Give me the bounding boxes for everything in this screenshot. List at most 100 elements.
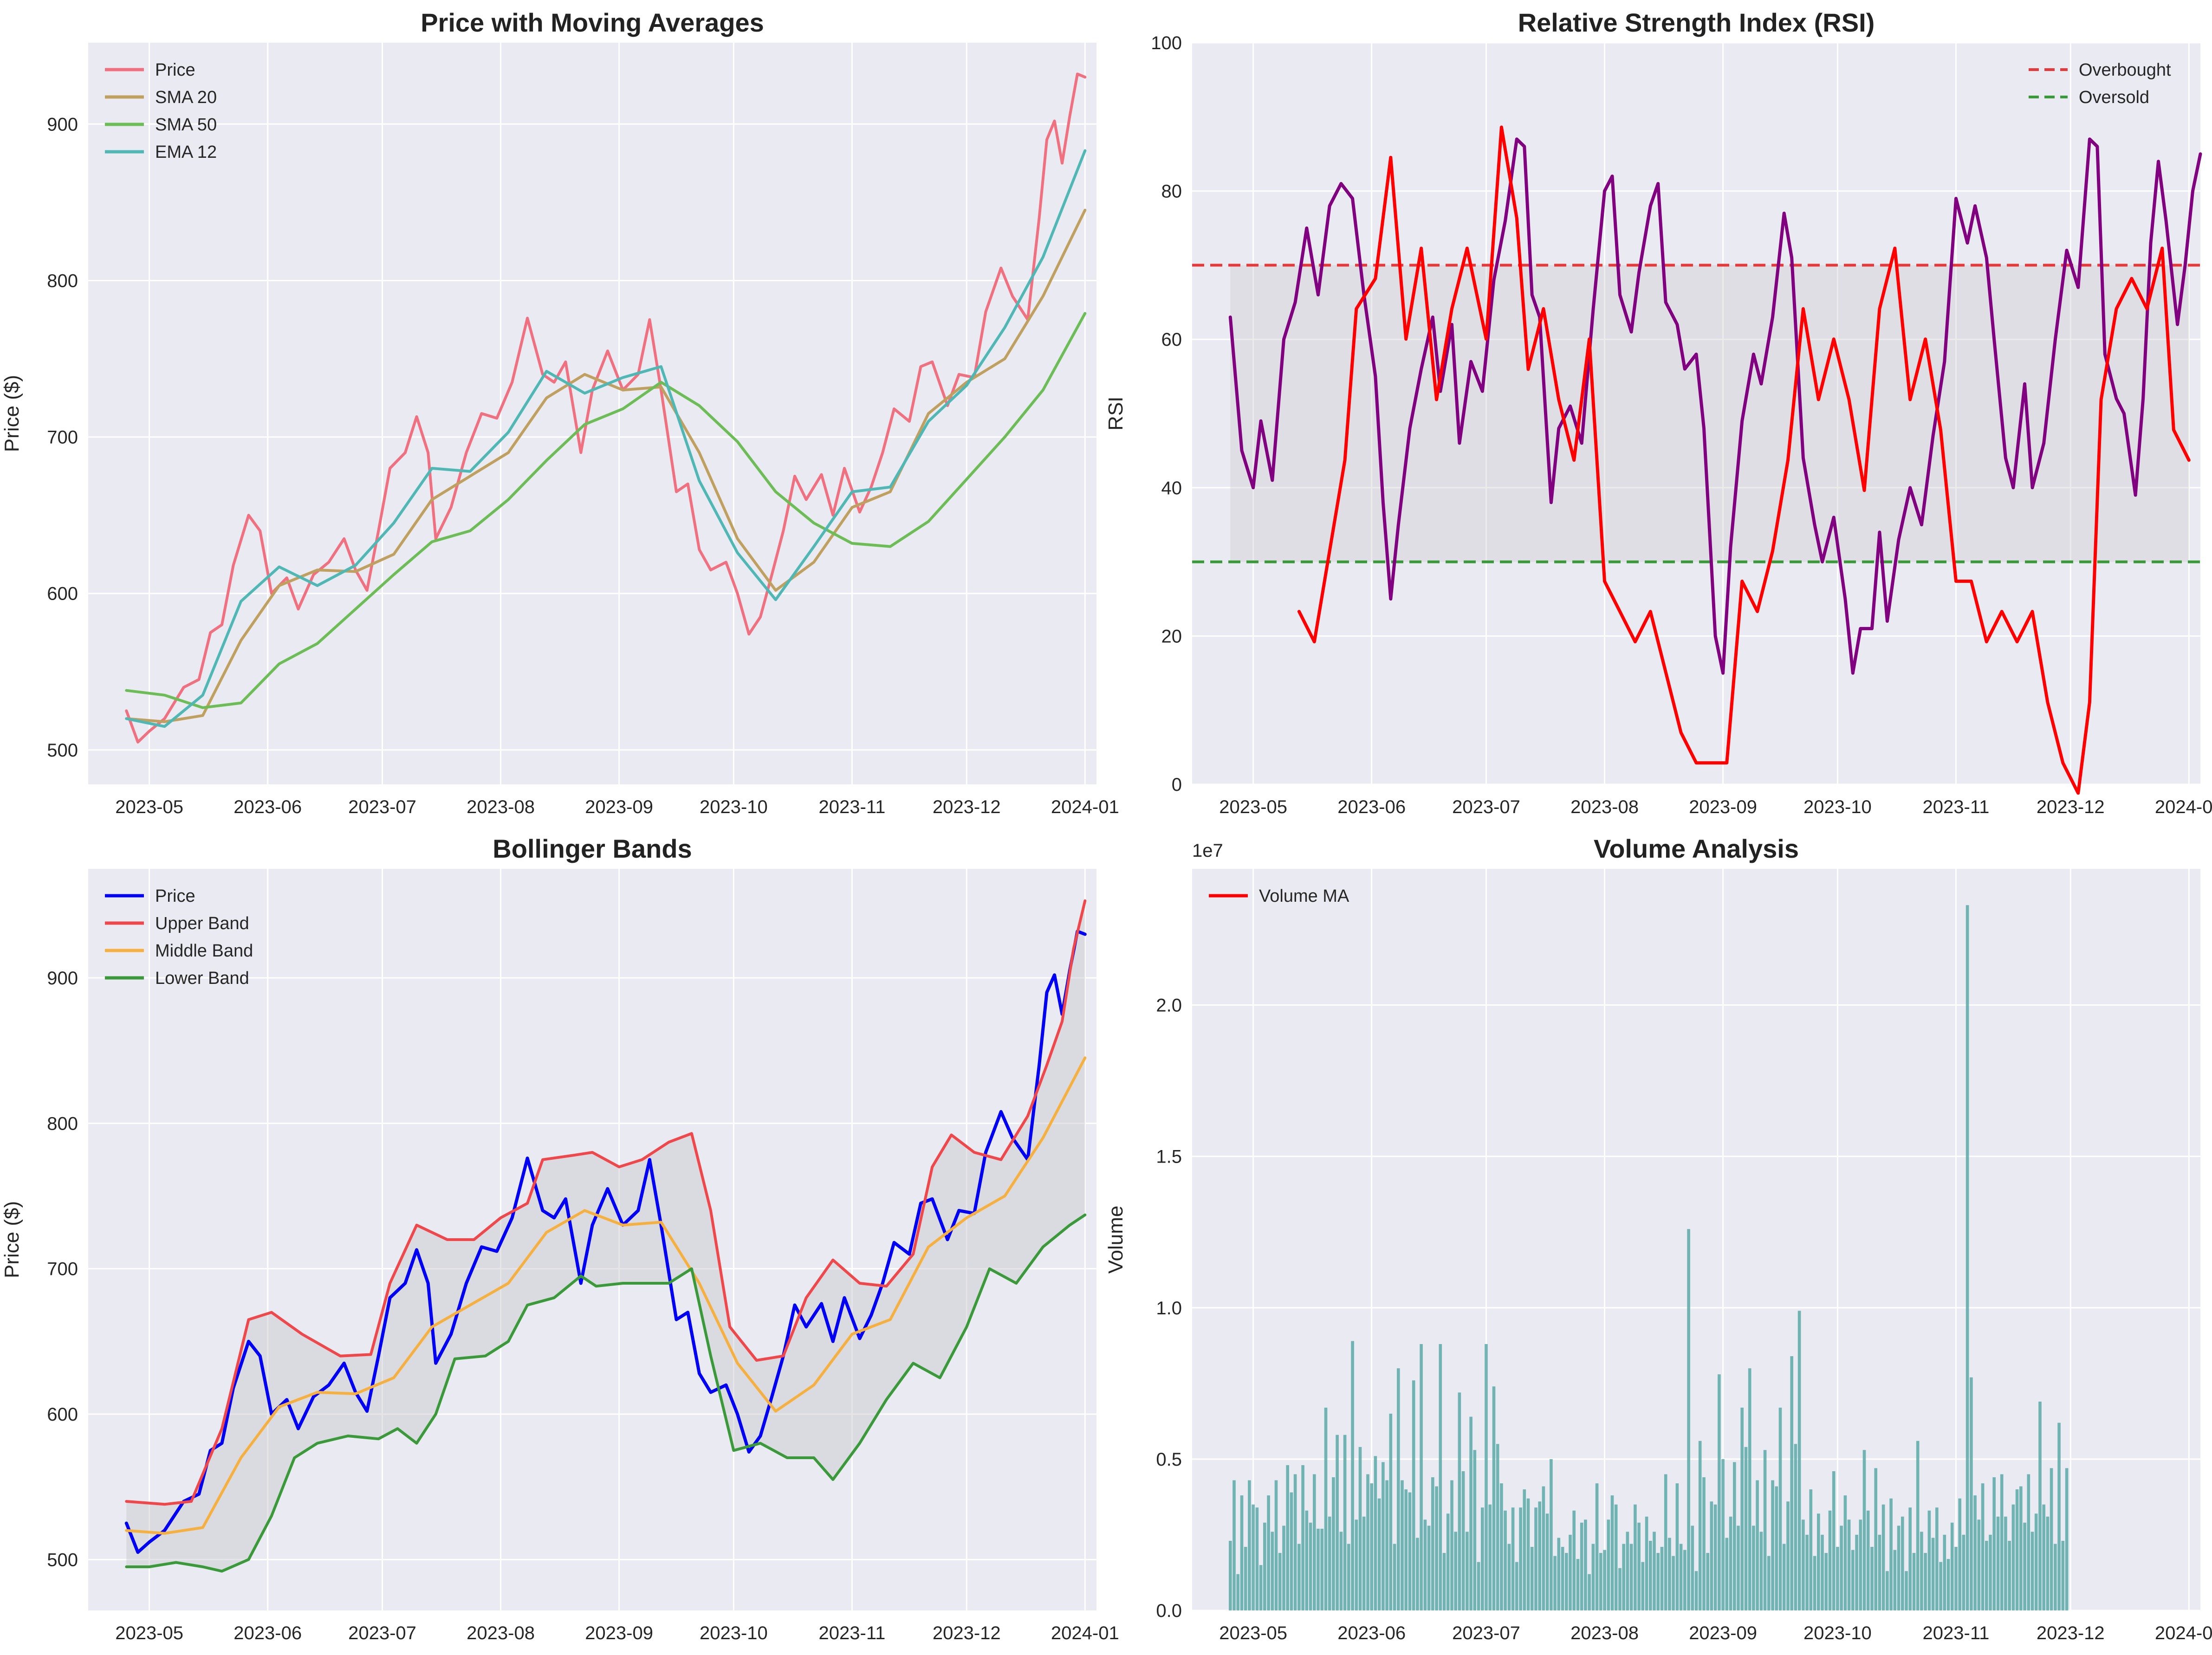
volume-bar [1248, 1480, 1251, 1610]
price-ma-panel: 500 600 700 800 900 2023-05 2023-06 2023-07 2023… [0, 8, 1119, 817]
volume-bar [1293, 1474, 1297, 1610]
ema-12-line [125, 149, 1087, 728]
volume-bar [1950, 1522, 1954, 1610]
x-tick-label: 2023-10 [1803, 1623, 1872, 1643]
x-tick-label: 2023-11 [1923, 1623, 1990, 1643]
volume-bar [1557, 1538, 1561, 1610]
volume-bar [1794, 1444, 1797, 1610]
volume-bar [1771, 1480, 1774, 1610]
volume-bar [1263, 1522, 1266, 1610]
volume-bar [2008, 1541, 2011, 1610]
x-tick-label: 2023-12 [933, 1623, 1001, 1643]
volume-bar [1545, 1513, 1549, 1610]
volume-bar [1977, 1519, 1981, 1610]
volume-bar [1500, 1483, 1503, 1610]
volume-bar [1870, 1547, 1874, 1610]
volume-bar [1836, 1547, 1839, 1610]
volume-bar [1420, 1344, 1423, 1610]
volume-bar [1385, 1480, 1388, 1610]
volume-bar [1477, 1562, 1480, 1610]
volume-bar [1229, 1541, 1232, 1610]
x-tick-label: 2023-06 [234, 797, 302, 817]
volume-bar [1740, 1408, 1744, 1610]
x-tick-label: 2023-09 [585, 797, 653, 817]
volume-bar [1492, 1386, 1496, 1610]
y-axis-label: RSI [1104, 396, 1127, 430]
volume-bar [1660, 1547, 1664, 1610]
volume-bar [1366, 1474, 1369, 1610]
volume-bar [1805, 1534, 1809, 1610]
volume-bar [1523, 1489, 1526, 1610]
volume-bar [1729, 1516, 1732, 1610]
volume-bar [1645, 1516, 1648, 1610]
volume-bar [1550, 1459, 1553, 1610]
volume-bar [1588, 1574, 1591, 1610]
legend-label: SMA 50 [155, 115, 217, 135]
volume-bar [1561, 1547, 1564, 1610]
volume-bar [1748, 1368, 1751, 1610]
volume-bar [1706, 1553, 1709, 1610]
volume-bar [1767, 1556, 1771, 1610]
y-tick-label: 900 [47, 968, 78, 989]
volume-bar [1542, 1486, 1545, 1610]
volume-bar [1775, 1486, 1778, 1610]
upper-band-line [125, 899, 1087, 1506]
volume-bar [1626, 1532, 1629, 1610]
volume-bar [1733, 1462, 1736, 1610]
volume-bar [2027, 1474, 2030, 1610]
x-tick-label: 2023-10 [700, 797, 768, 817]
axis-offset-text: 1e7 [1192, 840, 1223, 861]
volume-bar [1408, 1492, 1412, 1610]
volume-bar [1324, 1408, 1328, 1610]
y-tick-label: 700 [47, 427, 78, 448]
volume-bar [1317, 1528, 1320, 1610]
volume-bar [1924, 1553, 1927, 1610]
volume-bar [2030, 1532, 2034, 1610]
volume-bar [1282, 1526, 1285, 1610]
y-tick-label: 700 [47, 1259, 78, 1280]
volume-bar [1824, 1553, 1828, 1610]
volume-bar [1370, 1483, 1373, 1610]
volume-bar [2054, 1544, 2057, 1610]
y-tick-label: 500 [47, 1550, 78, 1570]
volume-bar [1752, 1526, 1755, 1610]
volume-bar [1970, 1377, 1973, 1610]
legend-label: Middle Band [155, 941, 253, 961]
y-tick-label: 800 [47, 1113, 78, 1134]
volume-bar [1569, 1534, 1572, 1610]
volume-bar [1905, 1571, 1908, 1610]
volume-bar [1634, 1504, 1637, 1610]
volume-bar [1534, 1507, 1537, 1610]
volume-bar [1416, 1538, 1419, 1610]
volume-bar [1782, 1544, 1786, 1610]
x-tick-label: 2023-11 [1923, 797, 1990, 817]
x-tick-label: 2023-12 [2037, 1623, 2105, 1643]
y-axis-label: Price ($) [0, 1201, 23, 1278]
volume-bar [1618, 1568, 1622, 1610]
volume-bar [1710, 1501, 1713, 1610]
volume-bar [1641, 1562, 1645, 1610]
volume-bar [1355, 1519, 1358, 1610]
volume-bar [1935, 1507, 1939, 1610]
volume-bar [1259, 1565, 1263, 1610]
volume-bar [1450, 1480, 1453, 1610]
x-tick-label: 2023-09 [1689, 797, 1757, 817]
volume-bar [1843, 1495, 1847, 1610]
x-tick-label: 2024-01 [1051, 797, 1119, 817]
x-tick-label: 2023-08 [1570, 1623, 1639, 1643]
volume-bar [1305, 1510, 1309, 1610]
volume-bar [1412, 1380, 1415, 1610]
volume-bar [1313, 1474, 1316, 1610]
volume-bar [1267, 1495, 1270, 1610]
volume-bar [1840, 1526, 1843, 1610]
volume-bar [1679, 1544, 1683, 1610]
volume-bar [2065, 1468, 2069, 1610]
volume-bar [1297, 1544, 1301, 1610]
volume-bar [1278, 1553, 1282, 1610]
volume-bar [2015, 1489, 2019, 1610]
volume-bar [1530, 1547, 1534, 1610]
x-tick-label: 2023-05 [1219, 797, 1287, 817]
volume-bar [1496, 1444, 1499, 1610]
volume-bar [1511, 1507, 1515, 1610]
volume-bar [1675, 1483, 1679, 1610]
